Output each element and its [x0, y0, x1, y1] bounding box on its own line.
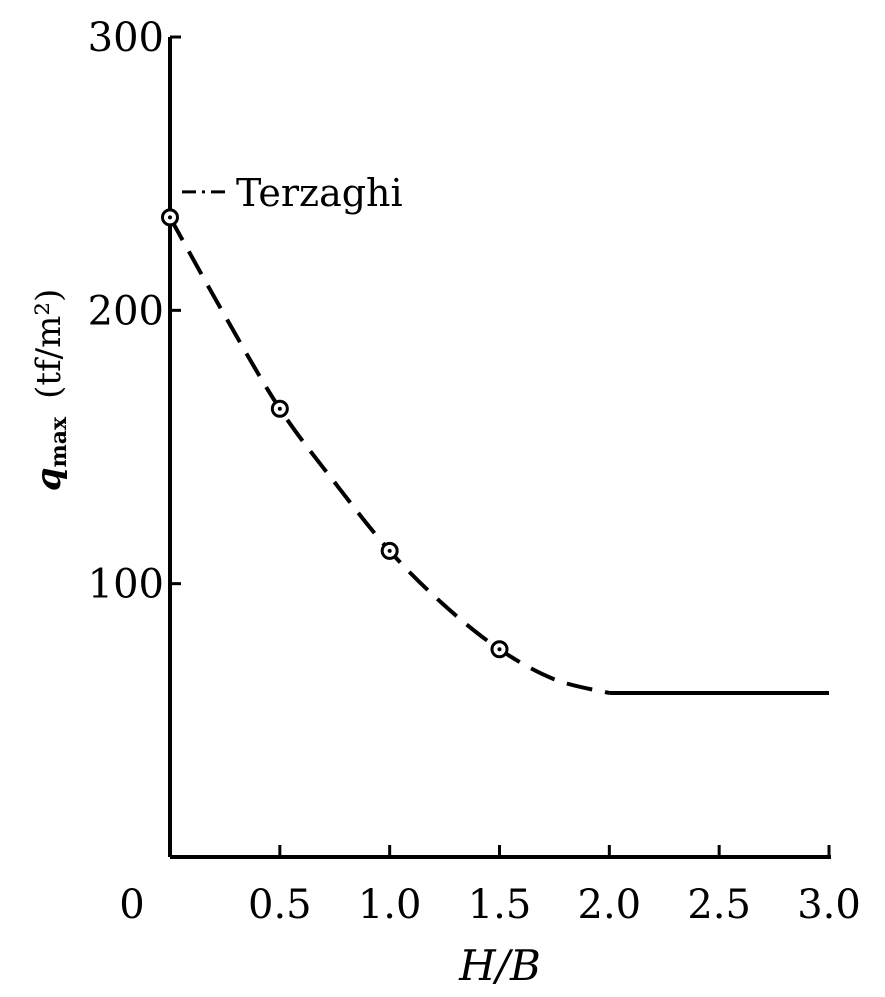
series-line-dashed	[168, 216, 610, 695]
y-axis-subscript: max	[46, 416, 72, 468]
chart-labels: 0 0.5 1.0 1.5 2.0 2.5 3.0 100 200 300 Terzaghi H/B q…	[29, 15, 861, 990]
x-tick-label: 1.0	[358, 882, 422, 928]
annotation-terzaghi: Terzaghi	[236, 171, 403, 215]
data-point	[161, 208, 179, 227]
chart-marks	[161, 190, 829, 696]
axes	[168, 35, 831, 859]
x-tick-label: 2.5	[687, 882, 751, 928]
x-tick-label: 1.5	[468, 882, 532, 928]
y-axis-symbol: q	[29, 467, 69, 491]
x-tick-label: 3.0	[797, 882, 861, 928]
y-axis-label: qmax (tf/m²)	[29, 289, 72, 492]
y-tick-label: 300	[88, 15, 164, 61]
data-point	[380, 541, 399, 560]
x-axis-label: H/B	[458, 941, 541, 990]
x-tick-label: 0.5	[248, 882, 312, 928]
data-point	[490, 640, 509, 659]
x-tick-label: 2.0	[578, 882, 642, 928]
y-tick-label: 200	[88, 288, 164, 334]
y-tick-label: 100	[88, 562, 164, 608]
y-axis-unit: (tf/m²)	[29, 289, 69, 399]
x-tick-label: 0	[119, 882, 144, 928]
data-point	[270, 399, 289, 418]
